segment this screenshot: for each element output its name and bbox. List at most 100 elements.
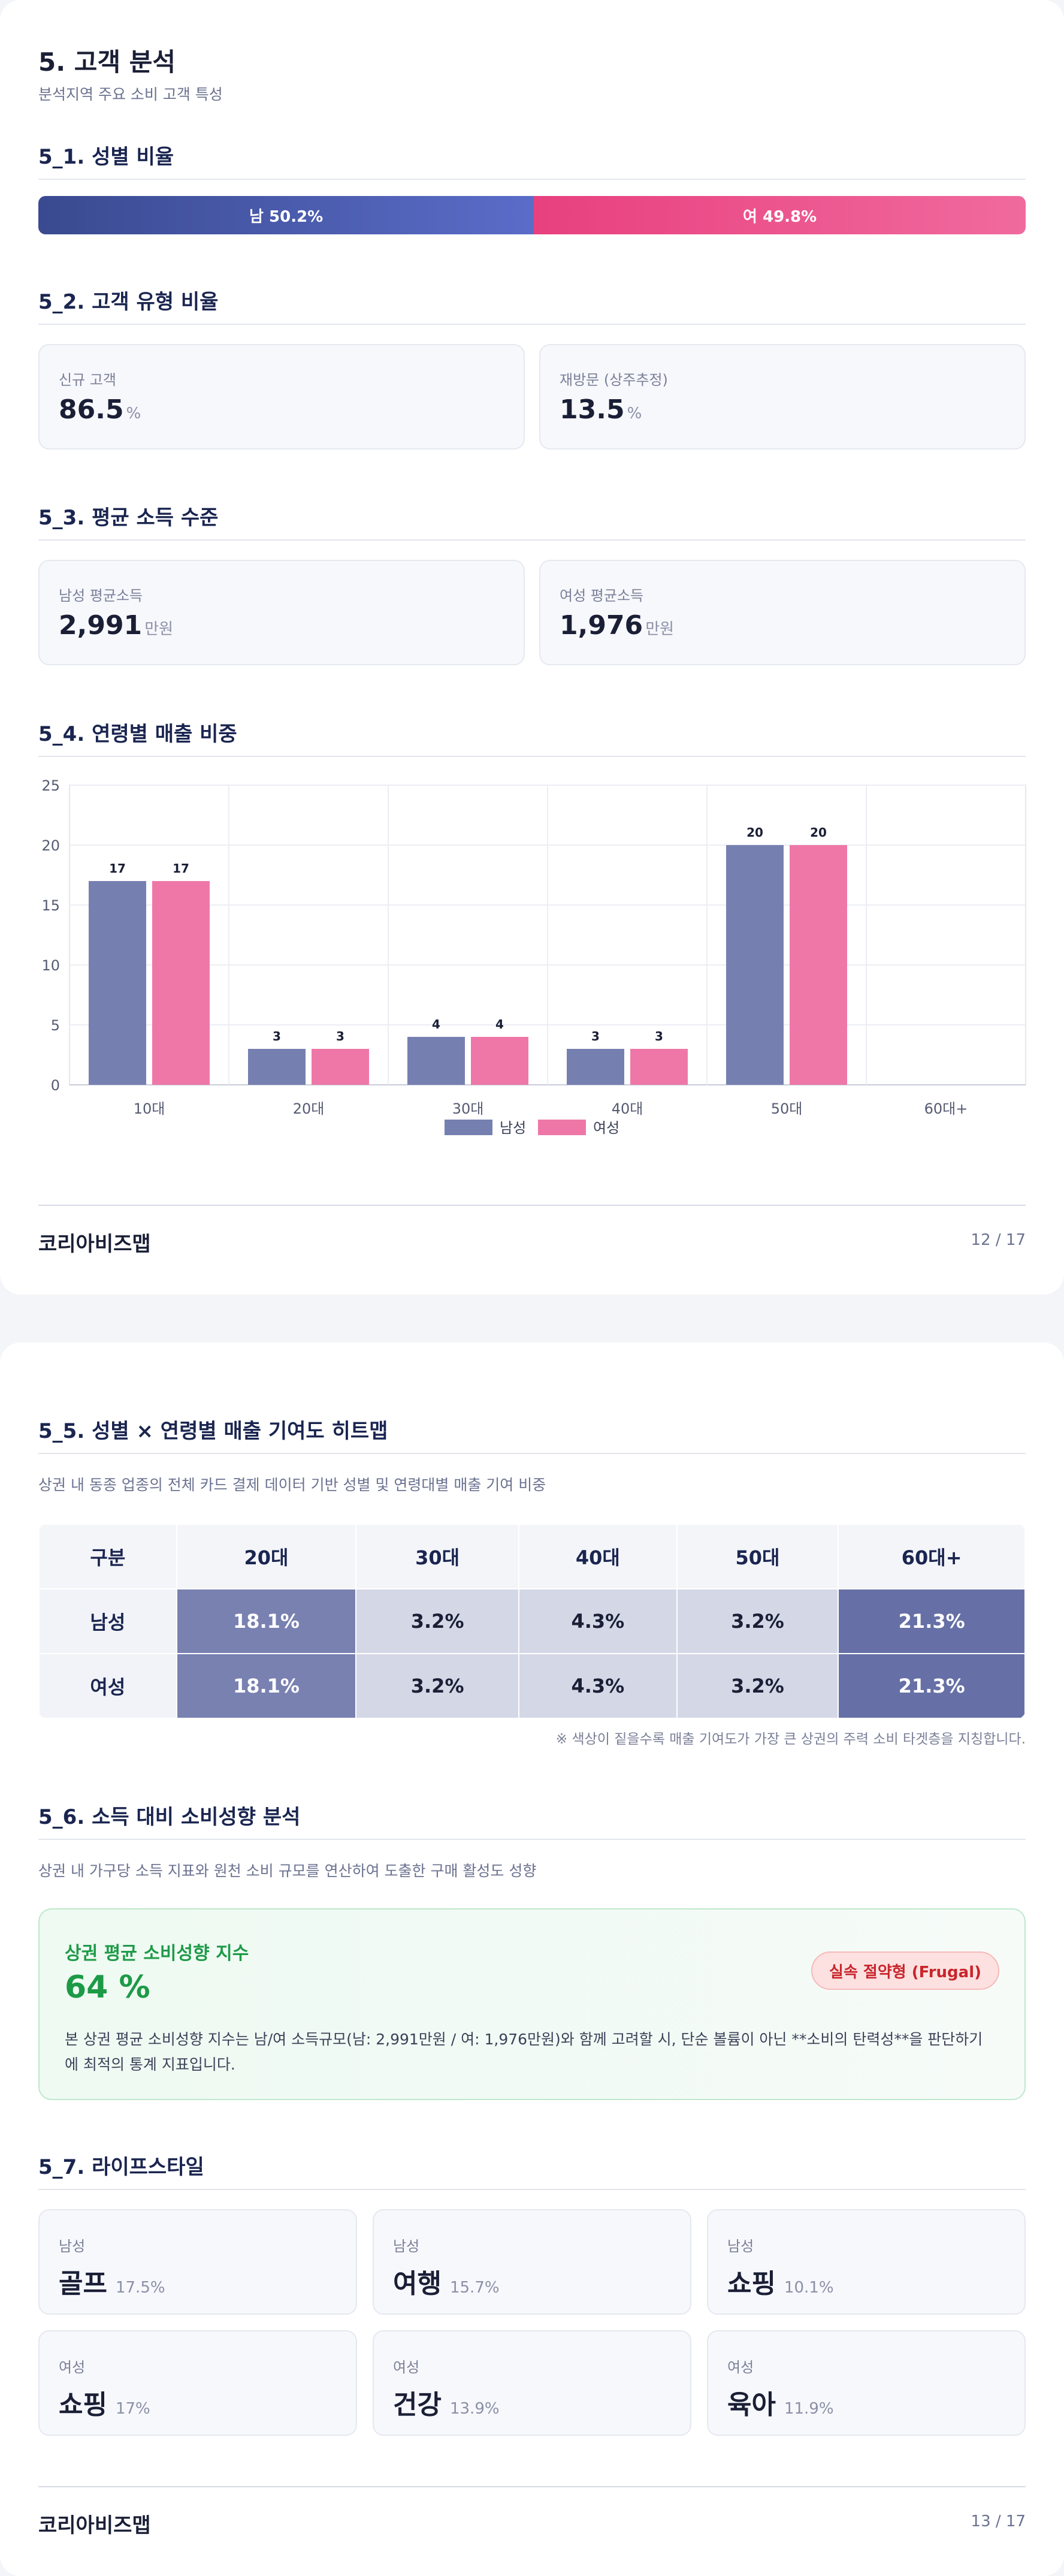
lifestyle-gender: 여성: [59, 2359, 86, 2376]
male-bar: [407, 1037, 465, 1085]
section-divider: [38, 1453, 1026, 1454]
female-bar: [790, 845, 847, 1085]
lifestyle-gender: 남성: [59, 2238, 86, 2255]
card-unit: 만원: [144, 620, 174, 638]
lifestyle-name: 골프: [59, 2269, 107, 2299]
lifestyle-card: 여성 쇼핑 17%: [38, 2330, 357, 2436]
card-label: 여성 평균소득: [560, 587, 644, 604]
lifestyle-heading: 5_7. 라이프스타일: [38, 2155, 204, 2179]
lifestyle-name: 여행: [393, 2269, 442, 2299]
section-divider: [38, 324, 1026, 325]
lifestyle-card: 여성 육아 11.9%: [707, 2330, 1026, 2436]
male-bar: [726, 845, 784, 1085]
page-subtitle: 분석지역 주요 소비 고객 특성: [38, 86, 223, 103]
lifestyle-gender: 남성: [727, 2238, 754, 2255]
female-bar: [471, 1037, 528, 1085]
heatmap-col-header: 30대: [355, 1524, 519, 1589]
lifestyle-name: 쇼핑: [59, 2390, 107, 2420]
male-bar: [248, 1049, 306, 1085]
heatmap-description: 상권 내 동종 업종의 전체 카드 결제 데이터 기반 성별 및 연령대별 매출…: [38, 1476, 546, 1494]
lifestyle-percent: 17.5%: [115, 2279, 165, 2297]
male-bar: [89, 881, 146, 1085]
lifestyle-card: 남성 골프 17.5%: [38, 2209, 357, 2315]
x-tick-label: 30대: [452, 1100, 484, 1117]
heatmap-note: ※ 색상이 짙을수록 매출 기여도가 가장 큰 상권의 주력 소비 타겟층을 지…: [555, 1732, 1026, 1747]
lifestyle-card: 남성 쇼핑 10.1%: [707, 2209, 1026, 2315]
footer-divider: [38, 2486, 1026, 2487]
section-divider: [38, 756, 1026, 757]
card-label: 재방문 (상주추정): [560, 372, 668, 388]
y-tick-label: 15: [41, 897, 60, 914]
heatmap-cell: 18.1%: [176, 1653, 357, 1719]
lifestyle-gender: 여성: [727, 2359, 754, 2376]
lifestyle-percent: 15.7%: [449, 2279, 500, 2297]
lifestyle-card: 남성 여행 15.7%: [373, 2209, 691, 2315]
card-value: 1,976: [560, 610, 643, 641]
card-label: 남성 평균소득: [59, 587, 143, 604]
new-customer-card: 신규 고객 86.5%: [38, 344, 525, 450]
lifestyle-name: 육아: [727, 2390, 776, 2420]
propensity-explanation: 본 상권 평균 소비성향 지수는 남/여 소득규모(남: 2,991만원 / 여…: [65, 2031, 983, 2073]
heatmap-cell: 3.2%: [676, 1653, 839, 1719]
heatmap-row-label: 남성: [38, 1588, 177, 1654]
female-share-segment: 여 49.8%: [534, 196, 1026, 234]
propensity-box: 상권 평균 소비성향 지수 64 % 실속 절약형 (Frugal) 본 상권 …: [38, 1908, 1026, 2100]
card-value: 13.5: [560, 394, 625, 425]
lifestyle-percent: 17%: [115, 2400, 150, 2418]
card-value: 86.5: [59, 394, 124, 425]
heatmap-col-header: 구분: [38, 1524, 177, 1589]
propensity-heading: 5_6. 소득 대비 소비성향 분석: [38, 1805, 301, 1829]
heatmap-heading: 5_5. 성별 × 연령별 매출 기여도 히트맵: [38, 1419, 388, 1443]
x-tick-label: 10대: [134, 1100, 165, 1117]
bar-data-label: 4: [495, 1017, 504, 1031]
bar-data-label: 20: [746, 825, 763, 840]
page-title: 5. 고객 분석: [38, 47, 176, 77]
heatmap-cell: 21.3%: [838, 1588, 1026, 1654]
legend-swatch: [538, 1120, 586, 1135]
returning-customer-card: 재방문 (상주추정) 13.5%: [539, 344, 1026, 450]
section-divider: [38, 539, 1026, 541]
bar-data-label: 17: [109, 861, 126, 876]
section-divider: [38, 2189, 1026, 2190]
heatmap-row-male: 남성 18.1% 3.2% 4.3% 3.2% 21.3%: [38, 1588, 1026, 1654]
legend-swatch: [445, 1120, 492, 1135]
propensity-index-value: 64 %: [65, 1969, 150, 2005]
age-sales-heading: 5_4. 연령별 매출 비중: [38, 722, 237, 746]
heatmap-cell: 3.2%: [676, 1588, 839, 1654]
card-unit: 만원: [645, 620, 675, 638]
propensity-box-title: 상권 평균 소비성향 지수: [65, 1943, 249, 1964]
legend-label: 여성: [593, 1120, 619, 1136]
heatmap-cell: 21.3%: [838, 1653, 1026, 1719]
x-tick-label: 20대: [293, 1100, 325, 1117]
lifestyle-gender: 여성: [393, 2359, 420, 2376]
male-share-segment: 남 50.2%: [38, 196, 534, 234]
card-value: 2,991: [59, 610, 143, 641]
heatmap-cell: 4.3%: [518, 1653, 678, 1719]
card-unit: %: [126, 405, 141, 423]
male-bar: [567, 1049, 624, 1085]
female-bar: [152, 881, 210, 1085]
bar-data-label: 3: [336, 1029, 344, 1043]
report-page-12: 5. 고객 분석 분석지역 주요 소비 고객 특성 5_1. 성별 비율 남 5…: [0, 0, 1064, 1295]
y-tick-label: 10: [41, 957, 60, 974]
section-divider: [38, 1839, 1026, 1840]
footer-divider: [38, 1205, 1026, 1206]
heatmap-row-female: 여성 18.1% 3.2% 4.3% 3.2% 21.3%: [38, 1653, 1026, 1719]
income-level-heading: 5_3. 평균 소득 수준: [38, 506, 219, 530]
lifestyle-card: 여성 건강 13.9%: [373, 2330, 691, 2436]
card-label: 신규 고객: [59, 372, 116, 388]
footer-brand: 코리아비즈맵: [38, 2514, 151, 2538]
lifestyle-percent: 13.9%: [449, 2400, 500, 2418]
female-bar: [312, 1049, 369, 1085]
lifestyle-percent: 10.1%: [784, 2279, 834, 2297]
female-income-card: 여성 평균소득 1,976 만원: [539, 560, 1026, 665]
heatmap-cell: 4.3%: [518, 1588, 678, 1654]
heatmap-row-label: 여성: [38, 1653, 177, 1719]
heatmap-cell: 18.1%: [176, 1588, 357, 1654]
bar-data-label: 20: [810, 825, 827, 840]
heatmap-header-row: 구분 20대 30대 40대 50대 60대+: [38, 1524, 1026, 1589]
y-tick-label: 25: [41, 777, 60, 794]
lifestyle-percent: 11.9%: [784, 2400, 834, 2418]
female-bar: [630, 1049, 688, 1085]
footer-page-number: 13 / 17: [971, 2512, 1026, 2530]
